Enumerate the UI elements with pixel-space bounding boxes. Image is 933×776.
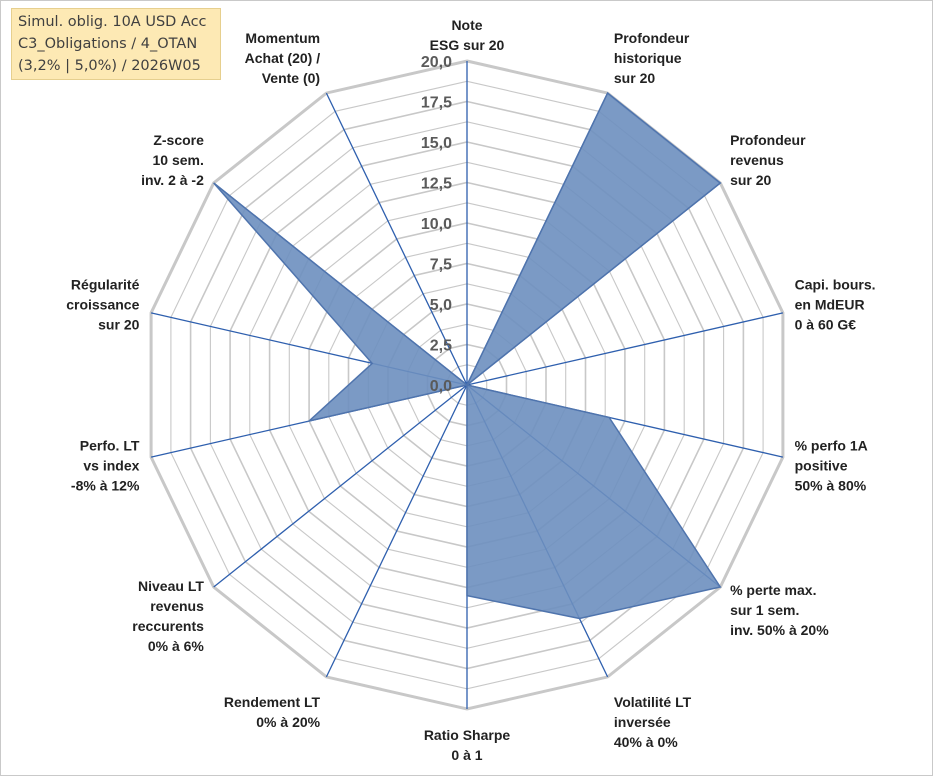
category-label-2: Profondeur historique sur 20: [614, 30, 690, 86]
category-label-line: Achat (20) /: [245, 50, 321, 66]
axis-spoke-10: [213, 384, 468, 588]
radar-tick-labels: 0,0 2,5 5,0 7,5 10,0 12,5 15,0 17,5 20,0: [421, 54, 452, 395]
tick-label: 0,0: [430, 378, 452, 395]
category-label-line: Profondeur: [730, 132, 806, 148]
category-label-line: positive: [795, 457, 848, 473]
category-label-line: sur 20: [614, 70, 655, 86]
radar-series: [213, 91, 722, 620]
header-line-1: Simul. oblig. 10A USD Acc: [18, 14, 207, 30]
category-label-11: Perfo. LT vs index -8% à 12%: [71, 437, 140, 493]
category-label-line: 0 à 1: [451, 747, 482, 763]
tick-label: 17,5: [421, 95, 452, 112]
category-label-14: Momentum Achat (20) / Vente (0): [245, 30, 321, 86]
category-label-line: Régularité: [71, 277, 140, 293]
category-label-line: revenus: [150, 598, 204, 614]
axis-spoke-4: [466, 312, 784, 386]
category-label-5: % perfo 1A positive 50% à 80%: [795, 437, 868, 493]
category-label-line: reccurents: [132, 618, 204, 634]
category-label-line: % perfo 1A: [795, 437, 868, 453]
category-label-line: Note: [451, 17, 482, 33]
category-label-line: Vente (0): [262, 70, 320, 86]
chart-header: Simul. oblig. 10A USD Acc C3_Obligations…: [11, 8, 221, 80]
category-label-6: % perte max. sur 1 sem. inv. 50% à 20%: [730, 582, 829, 638]
category-label-10: Niveau LT revenus reccurents 0% à 6%: [132, 578, 204, 654]
category-label-4: Capi. bours. en MdEUR 0 à 60 G€: [795, 277, 876, 333]
category-label-line: sur 1 sem.: [730, 602, 799, 618]
category-label-line: Volatilité LT: [614, 694, 692, 710]
tick-label: 20,0: [421, 54, 452, 71]
category-label-line: inv. 2 à -2: [141, 172, 204, 188]
header-line-3: (3,2% | 5,0%) / 2026W05: [18, 58, 201, 74]
category-label-line: Perfo. LT: [80, 437, 140, 453]
category-label-line: ESG sur 20: [430, 37, 505, 53]
tick-label: 7,5: [430, 257, 452, 274]
category-label-line: en MdEUR: [795, 297, 865, 313]
axis-spoke-14: [325, 92, 468, 386]
category-label-line: historique: [614, 50, 682, 66]
tick-label: 2,5: [430, 338, 452, 355]
category-label-line: 0 à 60 G€: [795, 317, 857, 333]
category-label-1: Note ESG sur 20: [430, 17, 505, 53]
category-label-3: Profondeur revenus sur 20: [730, 132, 806, 188]
category-label-line: Profondeur: [614, 30, 690, 46]
category-label-line: croissance: [66, 297, 139, 313]
category-label-line: Capi. bours.: [795, 277, 876, 293]
category-label-line: sur 20: [98, 317, 139, 333]
category-label-7: Volatilité LT inversée 40% à 0%: [614, 694, 692, 750]
category-label-line: sur 20: [730, 172, 771, 188]
category-label-8: Ratio Sharpe 0 à 1: [424, 727, 511, 763]
category-label-line: % perte max.: [730, 582, 816, 598]
category-label-line: vs index: [83, 457, 139, 473]
axis-spoke-9: [325, 384, 468, 678]
category-label-line: Rendement LT: [224, 694, 321, 710]
category-label-12: Régularité croissance sur 20: [66, 277, 139, 333]
category-label-line: inversée: [614, 714, 671, 730]
tick-label: 5,0: [430, 297, 452, 314]
category-label-line: Ratio Sharpe: [424, 727, 511, 743]
tick-label: 12,5: [421, 176, 452, 193]
tick-label: 15,0: [421, 135, 452, 152]
category-label-line: Z-score: [153, 132, 204, 148]
category-label-line: 50% à 80%: [795, 477, 867, 493]
category-label-13: Z-score 10 sem. inv. 2 à -2: [141, 132, 204, 188]
category-label-9: Rendement LT 0% à 20%: [224, 694, 321, 730]
radar-category-labels: Note ESG sur 20 Profondeur historique sur 20…: [66, 17, 875, 763]
category-label-line: inv. 50% à 20%: [730, 622, 829, 638]
category-label-line: 0% à 6%: [148, 638, 205, 654]
category-label-line: Momentum: [245, 30, 320, 46]
category-label-line: 40% à 0%: [614, 734, 678, 750]
category-label-line: 10 sem.: [153, 152, 204, 168]
tick-label: 10,0: [421, 216, 452, 233]
category-label-line: revenus: [730, 152, 784, 168]
category-label-line: Niveau LT: [138, 578, 204, 594]
category-label-line: 0% à 20%: [256, 714, 320, 730]
header-line-2: C3_Obligations / 4_OTAN: [18, 36, 198, 52]
category-label-line: -8% à 12%: [71, 477, 140, 493]
